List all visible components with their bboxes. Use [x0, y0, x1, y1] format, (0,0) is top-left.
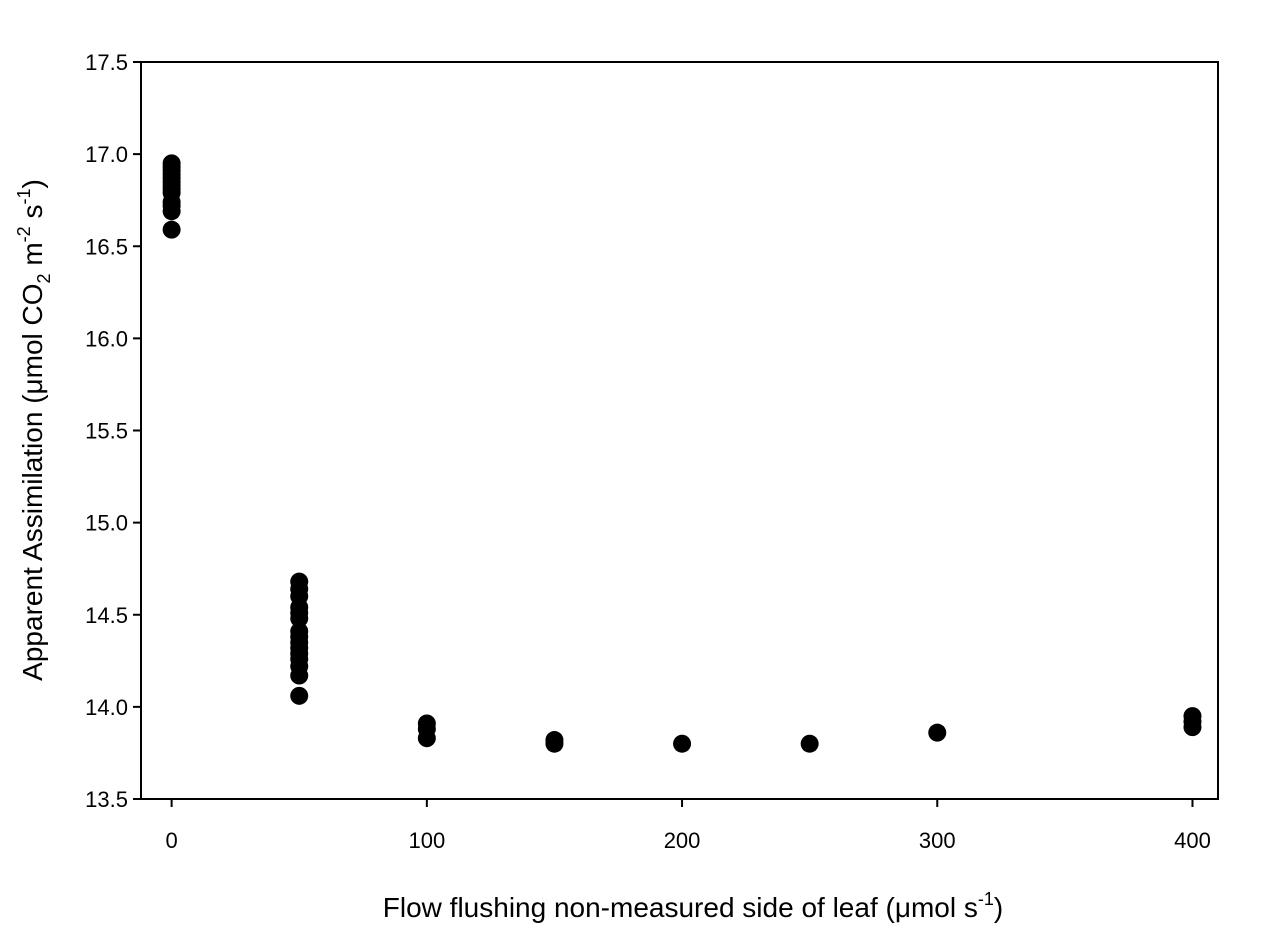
y-tick-label: 16.0	[85, 326, 128, 351]
data-point	[673, 734, 692, 753]
x-axis-title: Flow flushing non-measured side of leaf …	[383, 889, 1003, 923]
data-point	[162, 220, 181, 239]
data-point	[928, 723, 947, 742]
y-tick-label: 17.5	[85, 50, 128, 75]
data-point	[290, 686, 309, 705]
y-tick-label: 13.5	[85, 787, 128, 812]
x-axis-title-end: )	[994, 892, 1003, 923]
y-tick-label: 16.5	[85, 234, 128, 259]
data-point	[290, 609, 309, 628]
y-axis-title-mid2: s	[17, 205, 48, 227]
data-point	[1183, 718, 1202, 737]
x-tick-label: 400	[1174, 828, 1211, 853]
y-tick-label: 15.0	[85, 511, 128, 536]
y-tick-label: 17.0	[85, 142, 128, 167]
y-axis-title-end: )	[17, 179, 48, 188]
x-axis-title-main: Flow flushing non-measured side of leaf …	[383, 892, 978, 923]
data-point	[545, 734, 564, 753]
x-tick-label: 100	[408, 828, 445, 853]
y-axis: 13.5 14.0 14.5 15.0 15.5 16.0 16.5 17.0 17.5	[85, 50, 141, 812]
x-tick-label: 0	[166, 828, 178, 853]
y-tick-label: 14.0	[85, 695, 128, 720]
y-axis-title-sub: 2	[34, 273, 54, 283]
x-axis-title-sup: -1	[978, 889, 994, 909]
y-tick-label: 14.5	[85, 603, 128, 628]
y-axis-title-main: Apparent Assimilation (μmol CO	[17, 283, 48, 680]
x-tick-label: 200	[664, 828, 701, 853]
data-point	[417, 729, 436, 748]
data-point	[162, 202, 181, 221]
y-axis-title-sup1: -2	[14, 226, 34, 242]
y-axis-title-sup2: -1	[14, 189, 34, 205]
y-tick-label: 15.5	[85, 419, 128, 444]
y-axis-title: Apparent Assimilation (μmol CO2 m-2 s-1)	[14, 179, 54, 681]
y-axis-title-mid1: m	[17, 242, 48, 273]
x-tick-label: 300	[919, 828, 956, 853]
data-points	[162, 154, 1202, 753]
data-point	[290, 666, 309, 685]
data-point	[800, 734, 819, 753]
x-axis: 0 100 200 300 400	[166, 799, 1211, 853]
